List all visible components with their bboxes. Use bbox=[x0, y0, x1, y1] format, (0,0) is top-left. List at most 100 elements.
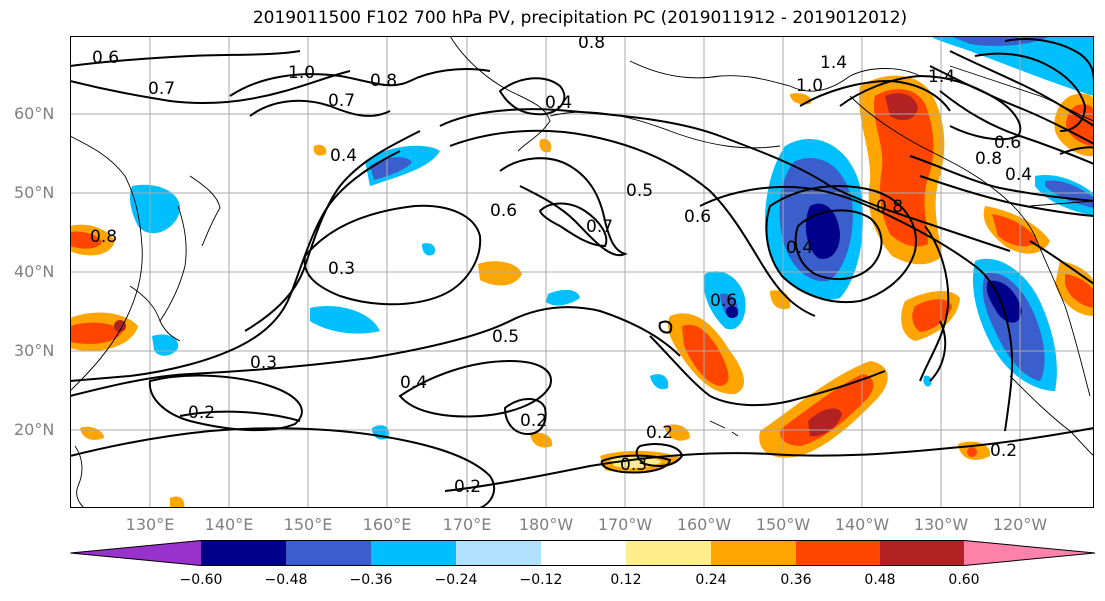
contour-label: 0.2 bbox=[188, 403, 215, 423]
precip-patch bbox=[1066, 104, 1094, 146]
contour-line bbox=[249, 99, 391, 117]
contour-label: 0.5 bbox=[626, 181, 653, 201]
lon-label: 150°W bbox=[755, 515, 811, 534]
precip-patch bbox=[114, 320, 126, 332]
contour-line bbox=[949, 50, 1094, 127]
precip-patch bbox=[70, 322, 122, 344]
colorbar-tick: 0.60 bbox=[948, 572, 980, 588]
contour-label: 1.0 bbox=[796, 76, 823, 96]
colorbar-swatch bbox=[371, 540, 456, 566]
contour-label: 1.4 bbox=[928, 67, 955, 87]
contour-line bbox=[439, 108, 1011, 252]
colorbar-swatch bbox=[796, 540, 880, 566]
contour-line bbox=[70, 150, 401, 382]
precip-patch bbox=[152, 334, 179, 356]
lat-label: 60°N bbox=[14, 104, 55, 123]
contour-line bbox=[1029, 240, 1094, 285]
contour-label: 0.4 bbox=[545, 93, 572, 113]
lon-label: 160°E bbox=[362, 515, 412, 534]
contour-label: 0.3 bbox=[620, 455, 647, 475]
colorbar-tick: 0.24 bbox=[695, 572, 727, 588]
lon-label: 120°W bbox=[992, 515, 1048, 534]
contour-label: 0.8 bbox=[578, 36, 605, 53]
contour-line bbox=[503, 398, 547, 436]
precip-patch bbox=[1065, 274, 1094, 308]
contour-label: 0.8 bbox=[975, 149, 1002, 169]
contour-label: 0.7 bbox=[148, 79, 175, 99]
precip-patch bbox=[1045, 180, 1094, 208]
precip-patch bbox=[313, 144, 327, 156]
precip-patch bbox=[885, 93, 918, 121]
lon-label: 140°W bbox=[834, 515, 890, 534]
contour-line bbox=[939, 90, 1094, 165]
contour-line bbox=[929, 320, 947, 382]
colorbar-tick: −0.48 bbox=[264, 572, 308, 588]
lon-label: 130°E bbox=[125, 515, 175, 534]
contour-line bbox=[303, 204, 482, 306]
contour-line bbox=[179, 410, 301, 422]
lon-label: 180°W bbox=[518, 515, 574, 534]
colorbar-tick: 0.12 bbox=[610, 572, 642, 588]
precip-patch bbox=[530, 432, 553, 448]
precip-patch bbox=[805, 203, 840, 259]
map-frame bbox=[70, 36, 1094, 508]
precip-patch bbox=[726, 306, 738, 318]
precip-patch bbox=[650, 374, 669, 390]
contour-line bbox=[244, 130, 421, 332]
contour-label: 0.2 bbox=[520, 411, 547, 431]
contour-label: 0.6 bbox=[92, 48, 119, 68]
colorbar bbox=[70, 540, 1096, 566]
contour-label: 1.4 bbox=[820, 53, 847, 73]
colorbar-swatch bbox=[201, 540, 286, 566]
precip-patch bbox=[930, 36, 1094, 96]
colorbar-swatch bbox=[626, 540, 711, 566]
precip-patch bbox=[478, 261, 522, 286]
contour-line bbox=[70, 306, 681, 397]
colorbar-tick: 0.48 bbox=[864, 572, 896, 588]
precip-patch bbox=[808, 408, 842, 437]
contour-line bbox=[919, 225, 950, 382]
contour-label: 1.0 bbox=[288, 63, 315, 83]
contour-line bbox=[839, 74, 1022, 141]
contour-line bbox=[538, 202, 608, 248]
contour-label: 0.6 bbox=[684, 207, 711, 227]
contour-label: 0.6 bbox=[710, 291, 737, 311]
colorbar-swatch bbox=[456, 540, 541, 566]
precip-patch bbox=[664, 424, 690, 441]
colorbar-tick: −0.60 bbox=[179, 572, 223, 588]
precip-patch bbox=[923, 375, 932, 387]
precip-patch bbox=[310, 306, 380, 334]
contour-line bbox=[449, 129, 816, 317]
precip-patch bbox=[912, 299, 952, 332]
contour-label: 0.5 bbox=[492, 327, 519, 347]
colorbar-swatch bbox=[286, 540, 371, 566]
precip-patch bbox=[70, 231, 102, 249]
colorbar-tick: −0.24 bbox=[434, 572, 478, 588]
contour-label: 0.8 bbox=[876, 197, 903, 217]
contour-line bbox=[1059, 146, 1094, 155]
colorbar-extend-low bbox=[70, 540, 201, 566]
contour-label: 0.7 bbox=[586, 217, 613, 237]
contour-line bbox=[929, 65, 1094, 145]
contour-line bbox=[909, 155, 1094, 202]
contour-label: 0.3 bbox=[328, 259, 355, 279]
figure-title: 2019011500 F102 700 hPa PV, precipitatio… bbox=[252, 8, 908, 28]
contour-line bbox=[70, 70, 351, 104]
precip-patch bbox=[873, 89, 934, 247]
contour-label: 0.8 bbox=[370, 71, 397, 91]
lon-label: 160°W bbox=[676, 515, 732, 534]
contour-line bbox=[444, 427, 1094, 492]
contour-label: 0.4 bbox=[1005, 165, 1032, 185]
lat-label: 20°N bbox=[14, 420, 55, 439]
lon-label: 150°E bbox=[283, 515, 333, 534]
precip-patch bbox=[546, 289, 580, 306]
contour-line bbox=[148, 374, 303, 432]
map-panel: 0.6 0.7 1.0 0.8 0.7 0.8 0.4 0.4 1.4 1.0 … bbox=[70, 36, 1094, 508]
colorbar-extend-high bbox=[964, 540, 1095, 566]
contour-line bbox=[499, 157, 628, 257]
contour-line bbox=[70, 50, 301, 67]
contour-line bbox=[649, 335, 886, 407]
precip-patch bbox=[422, 243, 436, 256]
contour-line bbox=[658, 320, 673, 334]
contour-line bbox=[799, 79, 951, 112]
